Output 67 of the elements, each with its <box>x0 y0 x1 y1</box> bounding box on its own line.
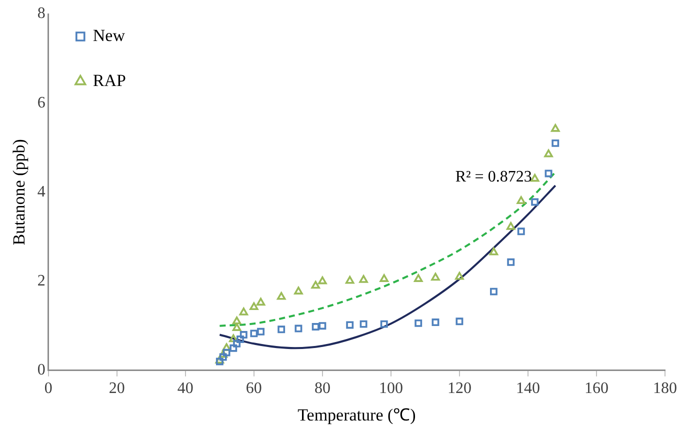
point <box>294 324 302 332</box>
point <box>240 331 248 338</box>
x-tick-label: 140 <box>516 380 540 398</box>
y-tick-label: 0 <box>37 362 46 379</box>
point <box>544 149 553 158</box>
point <box>414 274 423 282</box>
point <box>276 292 286 300</box>
x-tick-label: 40 <box>177 380 194 398</box>
x-axis-title: Temperature (℃) <box>298 405 416 424</box>
point <box>456 318 464 326</box>
point <box>312 323 320 330</box>
point <box>222 343 231 352</box>
x-tick-label: 20 <box>108 380 125 398</box>
point <box>431 272 440 281</box>
point <box>233 340 241 348</box>
annotation: R² = 0.8723 <box>455 168 532 186</box>
legend-label: RAP <box>92 70 126 90</box>
x-tick-label: 120 <box>447 380 472 398</box>
point <box>256 298 266 306</box>
y-tick-label: 4 <box>37 183 46 200</box>
point <box>346 321 354 329</box>
point <box>239 308 248 316</box>
x-tick-label: 80 <box>314 380 330 398</box>
point <box>250 330 258 338</box>
y-tick-label: 2 <box>37 272 46 290</box>
line-series <box>218 171 556 327</box>
y-axis-title: Butanone (ppb) <box>10 139 29 246</box>
point <box>507 258 515 266</box>
point <box>278 326 286 334</box>
y-tick-label: 6 <box>37 94 46 112</box>
point <box>345 276 354 284</box>
point <box>531 198 539 206</box>
point <box>219 353 227 361</box>
line-series <box>218 184 556 350</box>
point <box>311 280 320 289</box>
point <box>318 322 326 330</box>
point <box>250 302 258 310</box>
point <box>318 276 327 284</box>
point <box>455 272 464 280</box>
point <box>432 318 440 326</box>
point <box>551 124 560 132</box>
point <box>414 319 422 327</box>
point <box>230 344 238 352</box>
point <box>216 358 224 366</box>
y-tick-label: 8 <box>37 5 46 22</box>
point <box>359 275 368 283</box>
legend-label: New <box>92 26 126 45</box>
point <box>516 196 526 204</box>
point <box>380 274 388 282</box>
point <box>257 328 265 336</box>
point <box>489 247 498 256</box>
point <box>517 228 525 236</box>
point <box>232 323 242 331</box>
point <box>506 222 516 230</box>
point <box>490 288 498 296</box>
x-tick-label: 100 <box>378 380 403 398</box>
point <box>222 348 230 356</box>
point <box>294 286 303 294</box>
point <box>380 320 388 328</box>
point <box>360 320 368 328</box>
point <box>552 139 560 147</box>
x-tick-label: 160 <box>584 380 608 398</box>
x-tick-label: 180 <box>653 380 677 398</box>
point <box>232 316 242 324</box>
x-tick-label: 60 <box>246 380 262 398</box>
point <box>544 170 552 178</box>
point <box>236 335 244 343</box>
